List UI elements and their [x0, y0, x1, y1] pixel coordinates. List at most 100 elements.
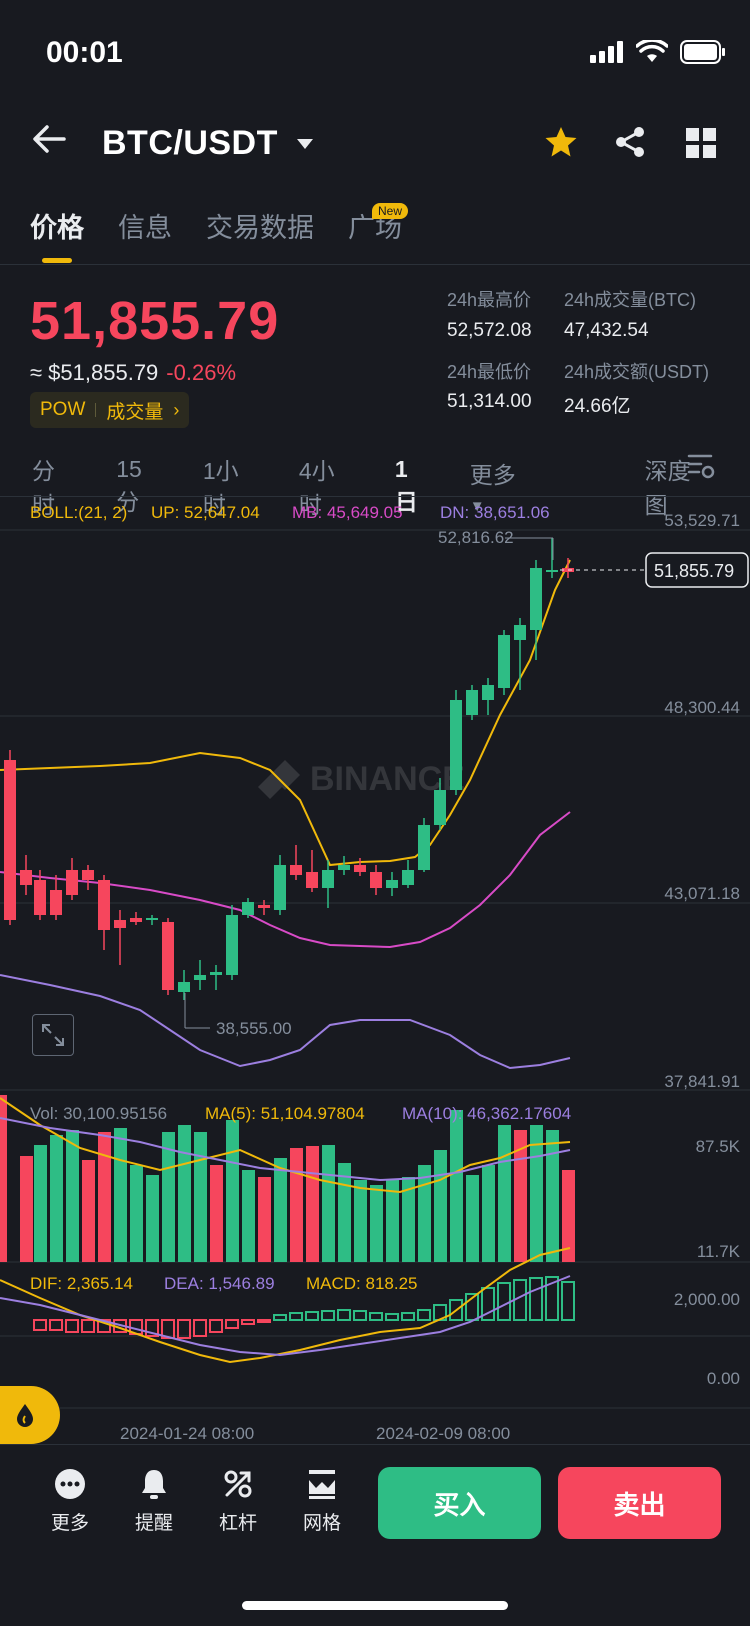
- macd-bar: [225, 1319, 239, 1329]
- axis-price-2: 48,300.44: [664, 698, 740, 717]
- volume-bar: [82, 1160, 95, 1262]
- buy-button[interactable]: 买入: [378, 1467, 541, 1539]
- tag-chip[interactable]: POW 成交量 ›: [30, 392, 190, 428]
- pair-title[interactable]: BTC/USDT: [102, 124, 278, 162]
- volume-bar: [194, 1132, 207, 1262]
- status-icons: [590, 40, 726, 64]
- candle-body: [546, 570, 558, 572]
- vol-usdt-label: 24h成交额(USDT): [564, 362, 710, 382]
- share-icon[interactable]: [614, 126, 646, 158]
- back-arrow-icon[interactable]: [32, 124, 66, 154]
- candle-body: [434, 790, 446, 825]
- volume-bar: [0, 1095, 7, 1262]
- drop-icon: [17, 1404, 33, 1427]
- pair-dropdown-icon[interactable]: [296, 138, 314, 150]
- volume-bar: [258, 1177, 271, 1262]
- candle-body: [482, 685, 494, 700]
- grid-menu-icon[interactable]: [686, 128, 716, 158]
- candle-body: [530, 568, 542, 630]
- boll-label: BOLL:(21, 2): [30, 503, 128, 522]
- interval-line[interactable]: 分时: [32, 458, 55, 518]
- bottom-alert[interactable]: 提醒: [124, 1468, 184, 1535]
- volume-bar: [98, 1132, 111, 1262]
- candle-body: [146, 918, 158, 920]
- macd-bar: [321, 1310, 335, 1321]
- candlestick-chart[interactable]: BINANCE 52,816.62 38,555.00 51,855.79: [0, 520, 750, 1440]
- vol-ma10: MA(10): 46,362.17604: [402, 1104, 572, 1123]
- vol-btc-label: 24h成交量(BTC): [564, 290, 697, 310]
- sell-button[interactable]: 卖出: [558, 1467, 721, 1539]
- star-icon[interactable]: [544, 126, 578, 158]
- candle-body: [82, 870, 94, 880]
- price-change: -0.26%: [166, 360, 237, 385]
- chart-settings-icon[interactable]: [687, 452, 715, 480]
- candles: [4, 538, 574, 1000]
- high-value: 52,572.08: [447, 320, 532, 341]
- axis-macd-1: 2,000.00: [673, 1290, 740, 1309]
- macd-bars: [33, 1276, 575, 1339]
- floating-drop-button[interactable]: [0, 1386, 60, 1444]
- candle-body: [130, 918, 142, 922]
- top-tabs: 价格 信息 交易数据 广场: [30, 206, 402, 245]
- volume-bar: [402, 1177, 415, 1262]
- macd-bar: [481, 1287, 495, 1321]
- tab-info[interactable]: 信息: [118, 213, 172, 243]
- macd-bar: [305, 1311, 319, 1321]
- candle-body: [498, 635, 510, 688]
- candle-body: [34, 880, 46, 915]
- macd-bar: [289, 1312, 303, 1321]
- interval-1d[interactable]: 1日: [394, 455, 418, 515]
- candle-body: [402, 870, 414, 885]
- macd-bar: [257, 1319, 271, 1323]
- volume-bar: [210, 1165, 223, 1262]
- status-time: 00:01: [46, 36, 123, 69]
- volume-bar: [338, 1163, 351, 1262]
- candle-body: [114, 920, 126, 928]
- tag-pow: POW: [40, 399, 86, 420]
- macd-bar: [273, 1314, 287, 1321]
- depth-chart-tab[interactable]: 深度图: [644, 458, 691, 518]
- macd-bar: [81, 1319, 95, 1333]
- tab-trading-data[interactable]: 交易数据: [206, 213, 314, 243]
- candle-body: [210, 972, 222, 975]
- volume-bar: [66, 1130, 79, 1262]
- candle-body: [450, 700, 462, 790]
- low-label: 24h最低价: [447, 362, 532, 382]
- interval-15m[interactable]: 15分: [116, 455, 142, 515]
- vol-btc-value: 47,432.54: [564, 320, 649, 341]
- binance-watermark: BINANCE: [258, 760, 465, 799]
- axis-vol-1: 87.5K: [695, 1137, 740, 1156]
- interval-more[interactable]: 更多 ▼: [470, 456, 609, 517]
- volume-bar: [514, 1130, 527, 1262]
- home-indicator: [242, 1601, 508, 1610]
- axis-price-3: 43,071.18: [664, 884, 740, 903]
- fiat-price: ≈ $51,855.79 -0.26%: [30, 360, 236, 386]
- boll-mb: MB: 45,649.05: [292, 503, 403, 522]
- macd-bar: [497, 1282, 511, 1321]
- boll-dn: DN: 38,651.06: [440, 503, 550, 522]
- divider: [0, 1444, 750, 1445]
- macd-bar: [241, 1319, 255, 1325]
- interval-1h[interactable]: 1小时: [202, 458, 239, 518]
- macd-bar: [193, 1319, 207, 1337]
- volume-bar: [178, 1125, 191, 1262]
- macd-bar: [337, 1309, 351, 1321]
- volume-bar: [306, 1146, 319, 1262]
- volume-bar: [322, 1145, 335, 1262]
- signal-icon: [590, 41, 623, 63]
- low-value: 51,314.00: [447, 391, 532, 412]
- bottom-more[interactable]: 更多: [40, 1468, 100, 1535]
- bottom-grid[interactable]: 网格: [292, 1468, 352, 1535]
- bottom-alert-label: 提醒: [134, 1513, 173, 1534]
- bottom-leverage-label: 杠杆: [218, 1513, 257, 1534]
- expand-button[interactable]: [32, 1014, 74, 1056]
- tab-price[interactable]: 价格: [30, 213, 84, 243]
- battery-icon: [680, 40, 725, 64]
- new-badge: New: [372, 203, 409, 219]
- boll-up: UP: 52,647.04: [151, 503, 260, 522]
- bottom-leverage[interactable]: 杠杆: [208, 1468, 268, 1535]
- bottom-more-label: 更多: [50, 1513, 89, 1534]
- volume-bar: [50, 1135, 63, 1262]
- chevron-right-icon: ›: [173, 399, 180, 420]
- interval-4h[interactable]: 4小时: [298, 458, 335, 518]
